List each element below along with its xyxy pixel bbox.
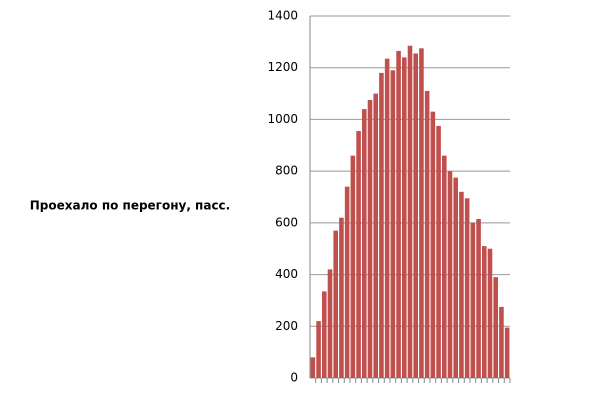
bar	[430, 111, 436, 379]
bar	[379, 72, 384, 378]
bar	[390, 70, 396, 379]
y-axis-title: Проехало по перегону, пасс.	[30, 199, 230, 213]
y-tick-label: 1000	[267, 112, 298, 126]
bar	[447, 171, 453, 378]
bar	[436, 125, 441, 379]
bar	[322, 291, 327, 378]
bar	[482, 246, 487, 378]
bar	[316, 321, 321, 378]
bar	[493, 277, 498, 378]
y-tick-label: 200	[275, 319, 298, 333]
y-tick-label: 0	[290, 371, 298, 385]
bar	[339, 217, 344, 378]
bar	[442, 155, 447, 378]
bar	[419, 48, 424, 378]
bar	[310, 357, 316, 378]
bar	[356, 131, 361, 378]
bar	[453, 177, 458, 378]
bar	[504, 327, 510, 378]
bar	[344, 186, 350, 378]
y-tick-label: 400	[275, 267, 298, 281]
bar	[487, 248, 493, 378]
bar	[373, 93, 378, 379]
y-tick-label: 1400	[267, 9, 298, 23]
y-tick-label: 600	[275, 215, 298, 229]
bar	[327, 269, 333, 378]
bar	[499, 306, 504, 378]
y-tick-label: 1200	[267, 60, 298, 74]
bar	[413, 53, 418, 378]
y-tick-label: 800	[275, 164, 298, 178]
bar	[407, 45, 413, 378]
bar	[350, 155, 356, 378]
bar	[362, 109, 367, 378]
bar	[402, 57, 407, 378]
bar	[333, 230, 338, 378]
bar	[476, 218, 481, 378]
bar	[396, 50, 401, 379]
bar	[464, 198, 470, 378]
bar	[459, 191, 464, 378]
bar	[470, 222, 476, 378]
bar	[367, 100, 373, 379]
bar	[424, 90, 430, 378]
bar	[384, 58, 390, 379]
